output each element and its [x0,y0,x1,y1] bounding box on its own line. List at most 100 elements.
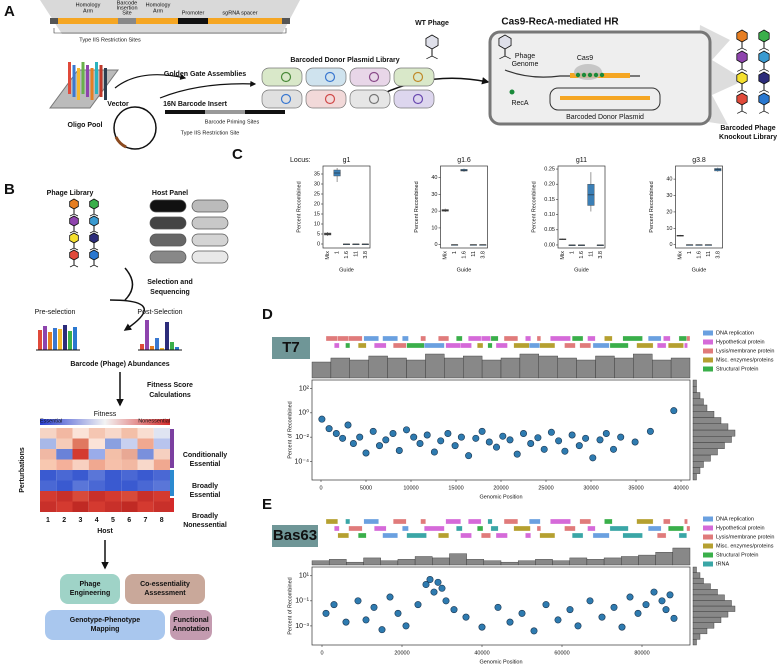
gene [345,342,351,349]
label: 16N Barcode Insert [163,101,227,108]
y-tick-label: 5 [317,231,320,237]
point [382,436,390,444]
top-histogram-bar [330,357,350,379]
gene [487,518,493,525]
gene [477,525,484,532]
point [344,421,352,429]
x-tick-label: Mix [443,251,449,260]
abundance-icon [38,330,42,350]
point [450,606,458,614]
heatmap-cell [105,459,122,470]
point [513,450,521,458]
label: Mapping [91,626,120,633]
heatmap-cell [137,470,154,481]
phage-icon [69,249,79,261]
point [618,623,626,631]
label: Promoter [182,10,205,16]
gene [357,532,367,539]
arrow [124,267,134,301]
right-histogram-bar [692,411,715,418]
gene [550,518,571,525]
gene [424,525,445,532]
heatmap-cell [121,470,138,481]
gene [668,525,684,532]
label: Pre-selection [35,309,76,316]
top-histogram-bar [311,560,330,566]
heatmap-cell [105,501,122,512]
phage-icon [89,215,99,227]
point [389,429,397,437]
app-box [125,574,205,604]
point [430,588,438,596]
gene [495,342,508,349]
y-tick-label: 40 [666,177,672,183]
abundance-icon [150,346,154,350]
gene [374,525,387,532]
abundance-icon [155,338,159,350]
point [492,443,500,451]
label: Nonessential [183,522,227,529]
point [602,429,610,437]
y-tick-label: 40 [431,175,437,181]
top-histogram-bar [425,353,445,379]
heatmap-cell [56,470,73,481]
y-tick-label: 10⁻¹ [295,598,309,605]
panel-letter: A [4,3,15,20]
point [575,442,583,450]
heatmap-cell [137,438,154,449]
top-histogram-bar [328,559,347,566]
x-tick-label: 11 [706,251,712,257]
top-histogram-bar [466,559,485,566]
gene [579,518,592,525]
legend-swatch [703,561,713,567]
label: Barcoded Phage [720,125,775,132]
gene [587,335,596,342]
gene [487,342,493,349]
label: Phage [515,53,535,60]
label: Homology [76,2,101,8]
point [519,429,527,437]
point [437,437,445,445]
gene [636,342,654,349]
plot-frame [675,165,723,249]
right-histogram-bar [692,467,701,474]
label: RecA [511,100,528,107]
donor-arms [560,96,650,100]
point [339,434,347,442]
label: Vector [107,101,129,108]
right-histogram-bar [692,605,736,612]
gene [592,532,610,539]
top-histogram-bar [621,556,639,566]
point [506,436,514,444]
phage-legs [499,55,511,60]
heatmap-cell [153,501,170,512]
oligo-tube [68,62,71,94]
top-histogram-bar [346,561,364,566]
y-tick-label: 0 [317,241,320,247]
phage-legs [69,264,79,268]
plasmid-icon [412,71,424,83]
gene [490,525,499,532]
x-tick-label: 11 [471,251,477,257]
phage-icon [758,71,770,85]
right-histogram-bar [692,572,701,579]
heatmap-cell [72,491,89,502]
heatmap-cell [40,438,57,449]
point [634,609,642,617]
gene [668,342,684,349]
label: Oligo Pool [68,122,103,129]
top-histogram-bar [517,560,536,566]
gene [564,525,576,532]
abundance-icon [58,329,62,350]
phage-icon [69,215,79,227]
gene [622,335,643,342]
app-box [170,610,212,640]
gene [468,335,482,342]
heatmap-cell [105,470,122,481]
heatmap-cell [40,501,57,512]
label: Barcode (Phage) Abundances [70,361,169,368]
panel-letter: C [232,146,243,163]
heatmap-cell [72,480,89,491]
construct-promoter [178,18,208,24]
x-axis-label: Guide [457,267,472,273]
